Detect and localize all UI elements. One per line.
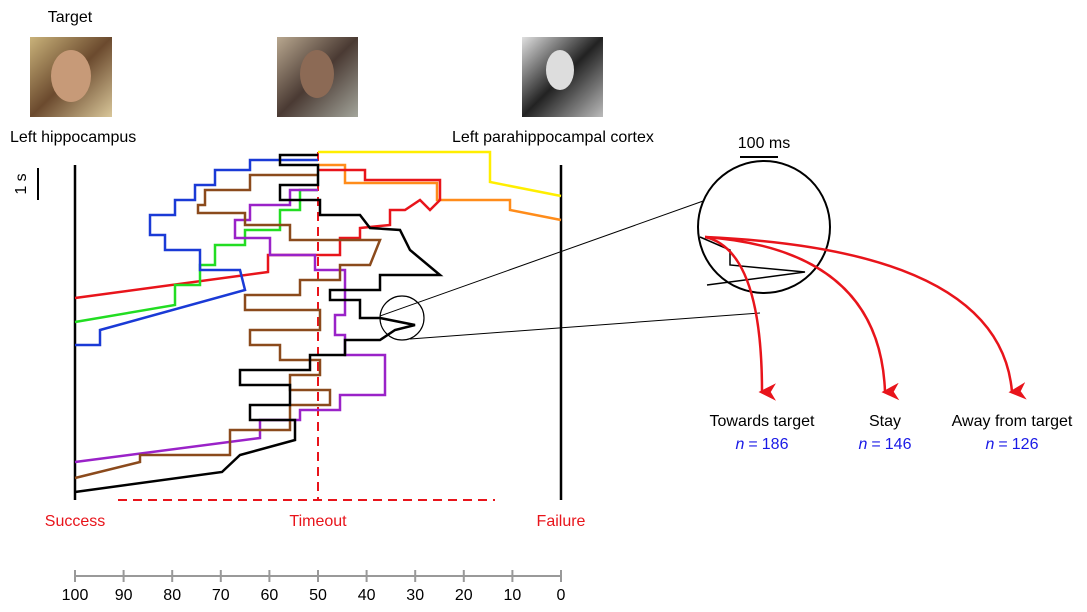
tick-label: 30	[406, 587, 424, 604]
tick-label: 0	[557, 587, 566, 604]
zoom-connector	[409, 312, 761, 340]
count-relation: =	[998, 436, 1007, 453]
arrow	[704, 235, 900, 401]
face	[300, 50, 334, 98]
endpoint-label: Success	[45, 513, 105, 530]
outcome-label: Away from target	[952, 413, 1073, 430]
tick-label: 40	[358, 587, 376, 604]
outcome-count: n = 126	[986, 436, 1039, 453]
outcome-count: n = 186	[736, 436, 789, 453]
count-value: 126	[1012, 436, 1039, 453]
arrow	[704, 235, 777, 401]
count-symbol: n	[986, 436, 995, 453]
trajectory	[74, 188, 387, 464]
trajectory	[74, 173, 382, 480]
trajectory	[74, 188, 318, 324]
zoom-scale-label: 100 ms	[738, 135, 790, 152]
tick-label: 20	[455, 587, 473, 604]
trajectory	[75, 158, 318, 347]
outcome-count: n = 146	[859, 436, 912, 453]
endpoint-label: Failure	[537, 513, 586, 530]
trajectory	[74, 168, 442, 300]
zoom-source	[379, 295, 425, 341]
count-value: 186	[762, 436, 789, 453]
zoom-trace	[699, 236, 806, 286]
zoom-circle	[697, 160, 831, 294]
arrow	[704, 235, 1027, 400]
tick-label: 60	[261, 587, 279, 604]
count-symbol: n	[859, 436, 868, 453]
tick-label: 70	[212, 587, 230, 604]
trajectory	[318, 163, 562, 222]
face	[546, 50, 574, 90]
tick-label: 10	[504, 587, 522, 604]
target-label: Target	[48, 9, 93, 26]
right-label: Left parahippocampal cortex	[452, 129, 654, 146]
count-relation: =	[748, 436, 757, 453]
left-label: Left hippocampus	[10, 129, 136, 146]
trajectory	[74, 153, 444, 494]
time-scale-label: 1 s	[13, 173, 30, 194]
tick-label: 80	[163, 587, 181, 604]
tick-label: 100	[62, 587, 89, 604]
outcome-label: Towards target	[710, 413, 815, 430]
zoom-connector	[379, 199, 707, 317]
count-symbol: n	[736, 436, 745, 453]
tick-label: 50	[309, 587, 327, 604]
endpoint-label: Timeout	[289, 513, 347, 530]
tick-label: 90	[115, 587, 133, 604]
trajectory	[318, 150, 562, 198]
face	[51, 50, 91, 102]
count-value: 146	[885, 436, 912, 453]
count-relation: =	[871, 436, 880, 453]
outcome-label: Stay	[869, 413, 901, 430]
